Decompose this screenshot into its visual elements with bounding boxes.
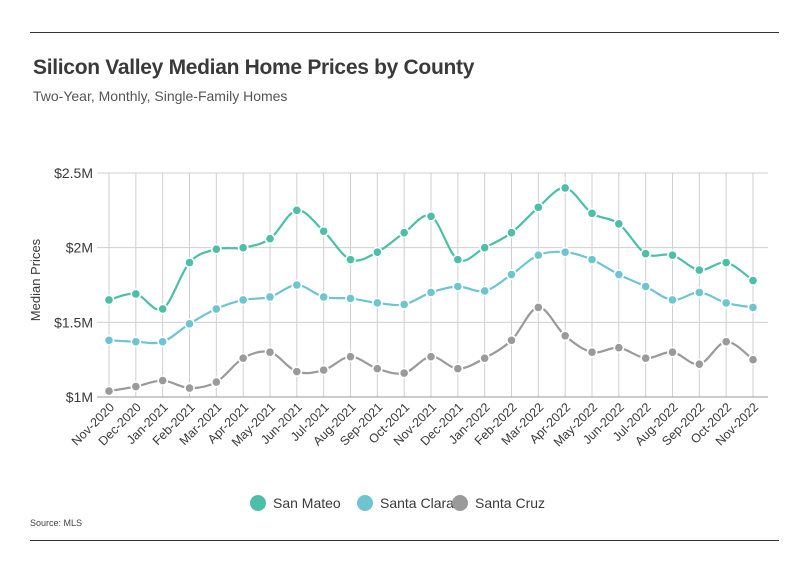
chart-title: Silicon Valley Median Home Prices by Cou… [33,56,475,79]
legend-label-santa-cruz: Santa Cruz [475,495,545,511]
data-point-san-mateo [532,201,544,213]
data-point-santa-clara [130,336,142,348]
data-point-santa-cruz [720,336,732,348]
data-point-santa-cruz [479,352,491,364]
data-point-san-mateo [157,303,169,315]
data-point-santa-clara [613,269,625,280]
legend-label-santa-clara: Santa Clara [380,495,454,511]
legend-marker-san-mateo [250,495,266,511]
data-point-san-mateo [640,248,652,260]
data-point-san-mateo [371,246,383,258]
y-tick-label: $2.5M [54,165,93,181]
legend-marker-santa-cruz [452,495,468,511]
data-point-santa-cruz [667,346,678,358]
data-point-santa-clara [264,291,276,303]
data-point-san-mateo [667,249,678,261]
data-point-san-mateo [264,233,276,245]
data-point-santa-cruz [318,364,330,376]
data-point-san-mateo [720,257,732,268]
data-point-santa-clara [693,287,705,298]
data-point-santa-clara [425,287,437,298]
x-axis-ticks: Nov-2020Dec-2020Jan-2021Feb-2021Mar-2021… [69,400,761,449]
legend-label-san-mateo: San Mateo [273,495,341,511]
y-tick-label: $2M [66,240,93,256]
data-point-san-mateo [693,264,705,276]
legend: San Mateo Santa Clara Santa Cruz [250,495,545,511]
data-point-san-mateo [398,227,410,239]
data-point-santa-cruz [371,363,383,375]
data-point-santa-clara [640,281,652,292]
data-point-san-mateo [586,207,598,219]
data-point-santa-cruz [747,354,759,366]
data-point-san-mateo [559,182,571,194]
data-point-santa-cruz [345,351,356,363]
data-point-santa-cruz [157,375,169,386]
data-point-san-mateo [210,243,222,255]
data-point-san-mateo [506,227,517,239]
data-point-santa-clara [184,318,195,330]
data-point-san-mateo [345,254,356,266]
data-point-santa-cruz [559,330,571,342]
grid-lines [97,172,768,398]
data-point-santa-clara [237,294,249,306]
bottom-rule [30,540,779,541]
data-point-santa-cruz [425,351,437,363]
data-point-santa-clara [157,336,169,348]
data-point-santa-clara [345,293,356,304]
top-rule [30,32,779,33]
y-tick-label: $1.5M [54,314,93,330]
data-point-san-mateo [184,257,195,268]
data-point-san-mateo [237,242,249,254]
data-point-santa-cruz [291,366,303,378]
data-point-santa-clara [532,249,544,261]
data-point-santa-clara [559,246,571,258]
data-point-santa-clara [398,299,410,310]
data-point-santa-clara [586,254,598,266]
data-point-santa-cruz [398,367,410,379]
data-point-santa-cruz [103,385,115,397]
data-point-santa-clara [371,297,383,309]
chart-subtitle: Two-Year, Monthly, Single-Family Homes [33,88,288,104]
data-point-santa-cruz [452,363,464,375]
data-point-santa-clara [210,303,222,315]
data-point-san-mateo [452,254,464,266]
data-point-san-mateo [318,225,330,237]
data-point-santa-cruz [693,358,705,370]
data-point-santa-cruz [586,346,598,358]
data-point-santa-cruz [264,346,276,358]
data-point-santa-clara [720,297,732,309]
data-point-san-mateo [291,204,303,216]
y-tick-label: $1M [66,389,93,405]
data-point-santa-cruz [210,376,222,388]
data-point-santa-clara [103,334,115,346]
data-point-santa-cruz [532,301,544,313]
data-point-san-mateo [130,288,142,300]
data-point-san-mateo [747,275,759,286]
data-point-santa-clara [506,269,517,280]
data-point-san-mateo [479,242,491,254]
data-point-santa-clara [452,281,464,292]
y-axis-ticks: $1M $1.5M $2M $2.5M [54,165,93,405]
data-point-santa-clara [318,291,330,303]
data-point-santa-clara [479,285,491,297]
legend-marker-santa-clara [357,495,373,511]
data-point-santa-cruz [506,334,517,346]
data-point-santa-cruz [640,352,652,364]
data-point-san-mateo [613,218,625,230]
y-axis-label: Median Prices [28,238,43,321]
data-point-santa-cruz [237,352,249,364]
data-point-santa-clara [667,294,678,306]
source-note: Source: MLS [30,518,83,528]
data-point-santa-cruz [184,382,195,394]
data-point-san-mateo [103,294,115,306]
data-point-san-mateo [425,210,437,222]
series-group [103,182,759,397]
data-point-santa-cruz [613,342,625,354]
data-point-santa-cruz [130,381,142,392]
data-point-santa-clara [291,279,303,291]
data-point-santa-clara [747,301,759,313]
